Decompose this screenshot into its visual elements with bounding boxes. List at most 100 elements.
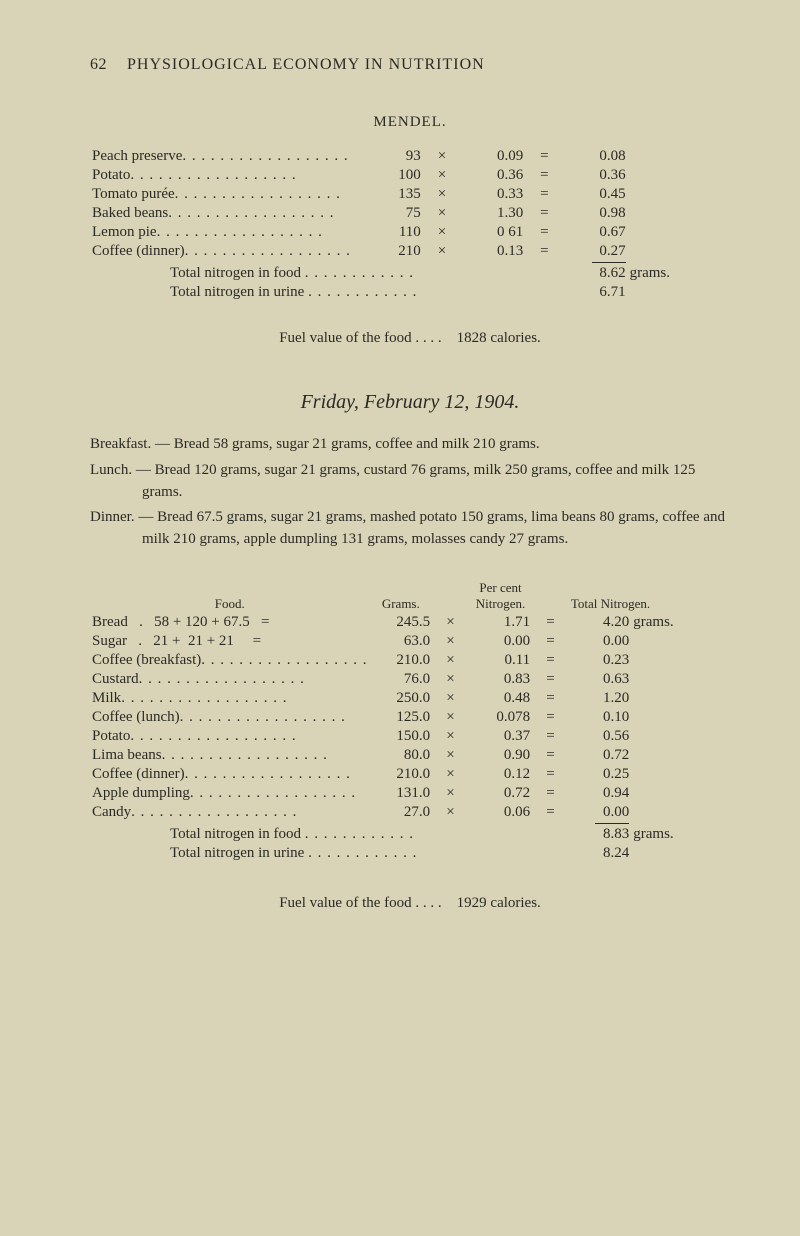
table-row: Coffee (lunch)125.0×0.078=0.10 bbox=[90, 708, 730, 727]
grams-cell: 150.0 bbox=[370, 727, 433, 746]
tail-cell bbox=[631, 689, 730, 708]
pct-cell: 0.11 bbox=[469, 651, 532, 670]
leader-dots bbox=[180, 709, 346, 726]
total-cell: 0.36 bbox=[564, 166, 628, 185]
food-name: Coffee (breakfast) bbox=[92, 652, 201, 668]
total-row: Total nitrogen in food 8.83grams. bbox=[90, 822, 730, 844]
tail-cell bbox=[631, 803, 730, 822]
pct-cell: 0.37 bbox=[469, 727, 532, 746]
table-row: Custard76.0×0.83=0.63 bbox=[90, 670, 730, 689]
paragraph: Dinner. — Bread 67.5 grams, sugar 21 gra… bbox=[90, 507, 730, 551]
grams-cell: 93 bbox=[359, 147, 423, 166]
food-name: Potato bbox=[92, 167, 130, 183]
pct-cell: 0.83 bbox=[469, 670, 532, 689]
total-label: Total nitrogen in food bbox=[170, 826, 301, 842]
section2-fuel: Fuel value of the food . . . . 1929 calo… bbox=[90, 895, 730, 912]
equals-symbol: = bbox=[532, 727, 569, 746]
total-cell: 0.63 bbox=[569, 670, 631, 689]
leader-dots bbox=[131, 804, 297, 821]
leader-dots bbox=[185, 766, 351, 783]
grams-cell: 125.0 bbox=[370, 708, 433, 727]
grams-cell: 245.5 bbox=[370, 613, 433, 632]
leader-dots bbox=[308, 845, 417, 861]
food-name: Coffee (dinner) bbox=[92, 243, 185, 259]
pct-cell: 0.48 bbox=[469, 689, 532, 708]
times-symbol: × bbox=[423, 204, 461, 223]
grams-cell: 80.0 bbox=[370, 746, 433, 765]
times-symbol: × bbox=[432, 651, 469, 670]
table-row: Milk250.0×0.48=1.20 bbox=[90, 689, 730, 708]
times-symbol: × bbox=[432, 727, 469, 746]
total-cell: 0.67 bbox=[564, 223, 628, 242]
times-symbol: × bbox=[423, 242, 461, 261]
section1-table: Peach preserve93×0.09=0.08Potato100×0.36… bbox=[90, 147, 730, 302]
total-cell: 0.00 bbox=[569, 803, 631, 822]
pct-cell: 0.12 bbox=[469, 765, 532, 784]
grams-cell: 210 bbox=[359, 242, 423, 261]
grams-cell: 210.0 bbox=[370, 651, 433, 670]
total-cell: 0.00 bbox=[569, 632, 631, 651]
equals-symbol: = bbox=[532, 651, 569, 670]
total-value: 8.62 bbox=[564, 261, 628, 283]
food-name: Candy bbox=[92, 804, 131, 820]
col-pct-header: Per cent Nitrogen. bbox=[469, 579, 532, 613]
total-cell: 0.94 bbox=[569, 784, 631, 803]
pct-cell: 0.13 bbox=[461, 242, 525, 261]
food-name: Apple dumpling bbox=[92, 785, 190, 801]
total-row: Total nitrogen in urine 8.24 bbox=[90, 844, 730, 863]
total-value: 8.83 bbox=[569, 822, 631, 844]
times-symbol: × bbox=[423, 185, 461, 204]
grams-cell: 135 bbox=[359, 185, 423, 204]
total-unit: grams. bbox=[628, 261, 730, 283]
tail-cell bbox=[628, 147, 730, 166]
section1-fuel: Fuel value of the food . . . . 1828 calo… bbox=[90, 330, 730, 347]
food-name: Coffee (lunch) bbox=[92, 709, 180, 725]
tail-cell bbox=[631, 765, 730, 784]
grams-cell: 100 bbox=[359, 166, 423, 185]
leader-dots bbox=[130, 728, 296, 745]
grams-cell: 63.0 bbox=[370, 632, 433, 651]
table-row: Coffee (breakfast)210.0×0.11=0.23 bbox=[90, 651, 730, 670]
food-name: Baked beans bbox=[92, 205, 168, 221]
leader-dots bbox=[190, 785, 356, 802]
food-name: Potato bbox=[92, 728, 130, 744]
grams-cell: 131.0 bbox=[370, 784, 433, 803]
total-unit: grams. bbox=[631, 822, 730, 844]
total-cell: 0.25 bbox=[569, 765, 631, 784]
times-symbol: × bbox=[423, 166, 461, 185]
pct-cell: 0.33 bbox=[461, 185, 525, 204]
table-row: Candy27.0×0.06=0.00 bbox=[90, 803, 730, 822]
food-name: Lima beans bbox=[92, 747, 162, 763]
pct-cell: 1.30 bbox=[461, 204, 525, 223]
total-label: Total nitrogen in urine bbox=[170, 845, 304, 861]
leader-dots bbox=[308, 284, 417, 300]
tail-cell bbox=[631, 784, 730, 803]
pct-cell: 0.09 bbox=[461, 147, 525, 166]
grams-cell: 76.0 bbox=[370, 670, 433, 689]
food-name: Bread . 58 + 120 + 67.5 = bbox=[92, 614, 269, 630]
food-name: Tomato purée bbox=[92, 186, 175, 202]
total-cell: 0.27 bbox=[564, 242, 628, 261]
page-number: 62 bbox=[90, 56, 107, 74]
pct-cell: 0.90 bbox=[469, 746, 532, 765]
leader-dots bbox=[175, 186, 341, 203]
grams-cell: 110 bbox=[359, 223, 423, 242]
leader-dots bbox=[130, 167, 296, 184]
leader-dots bbox=[162, 747, 328, 764]
equals-symbol: = bbox=[525, 185, 563, 204]
food-name: Peach preserve bbox=[92, 148, 182, 164]
meal-paragraphs: Breakfast. — Bread 58 grams, sugar 21 gr… bbox=[90, 434, 730, 551]
times-symbol: × bbox=[432, 803, 469, 822]
total-value: 6.71 bbox=[564, 283, 628, 302]
times-symbol: × bbox=[432, 670, 469, 689]
equals-symbol: = bbox=[525, 147, 563, 166]
equals-symbol: = bbox=[525, 166, 563, 185]
times-symbol: × bbox=[432, 708, 469, 727]
running-title: PHYSIOLOGICAL ECONOMY IN NUTRITION bbox=[127, 56, 485, 74]
equals-symbol: = bbox=[525, 223, 563, 242]
leader-dots bbox=[139, 671, 305, 688]
paragraph: Breakfast. — Bread 58 grams, sugar 21 gr… bbox=[90, 434, 730, 456]
leader-dots bbox=[168, 205, 334, 222]
equals-symbol: = bbox=[532, 689, 569, 708]
times-symbol: × bbox=[432, 784, 469, 803]
